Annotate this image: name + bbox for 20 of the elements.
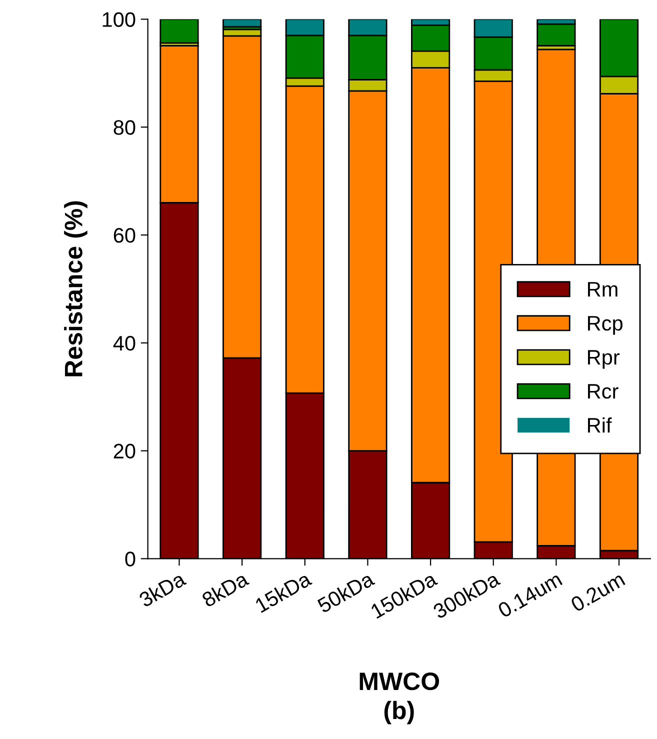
bar: [536, 23, 576, 46]
y-axis-title: Resistance (%): [64, 201, 88, 376]
x-tick-label: 0.2um: [570, 572, 626, 612]
legend-label: Rif: [588, 417, 612, 432]
y-tick-label: 40: [113, 336, 136, 351]
y-tick-label: 0: [125, 552, 136, 566]
x-tick-label: 8kDa: [200, 570, 250, 608]
x-tick-label: 3kDa: [138, 570, 187, 608]
legend-label: Rm: [588, 282, 618, 296]
legend-label: Rpr: [588, 350, 620, 369]
y-tick-label: 60: [114, 228, 136, 243]
x-axis-title: MWCO: [360, 672, 440, 690]
legend-label: Rcp: [588, 316, 622, 335]
y-tick-label: 100: [102, 12, 136, 27]
bar: [222, 19, 262, 28]
bar: [160, 19, 199, 44]
y-tick-label: 20: [114, 444, 136, 459]
y-tick-label: 80: [114, 120, 136, 135]
legend-label: Rcr: [588, 384, 618, 399]
text: (b): [384, 700, 414, 724]
